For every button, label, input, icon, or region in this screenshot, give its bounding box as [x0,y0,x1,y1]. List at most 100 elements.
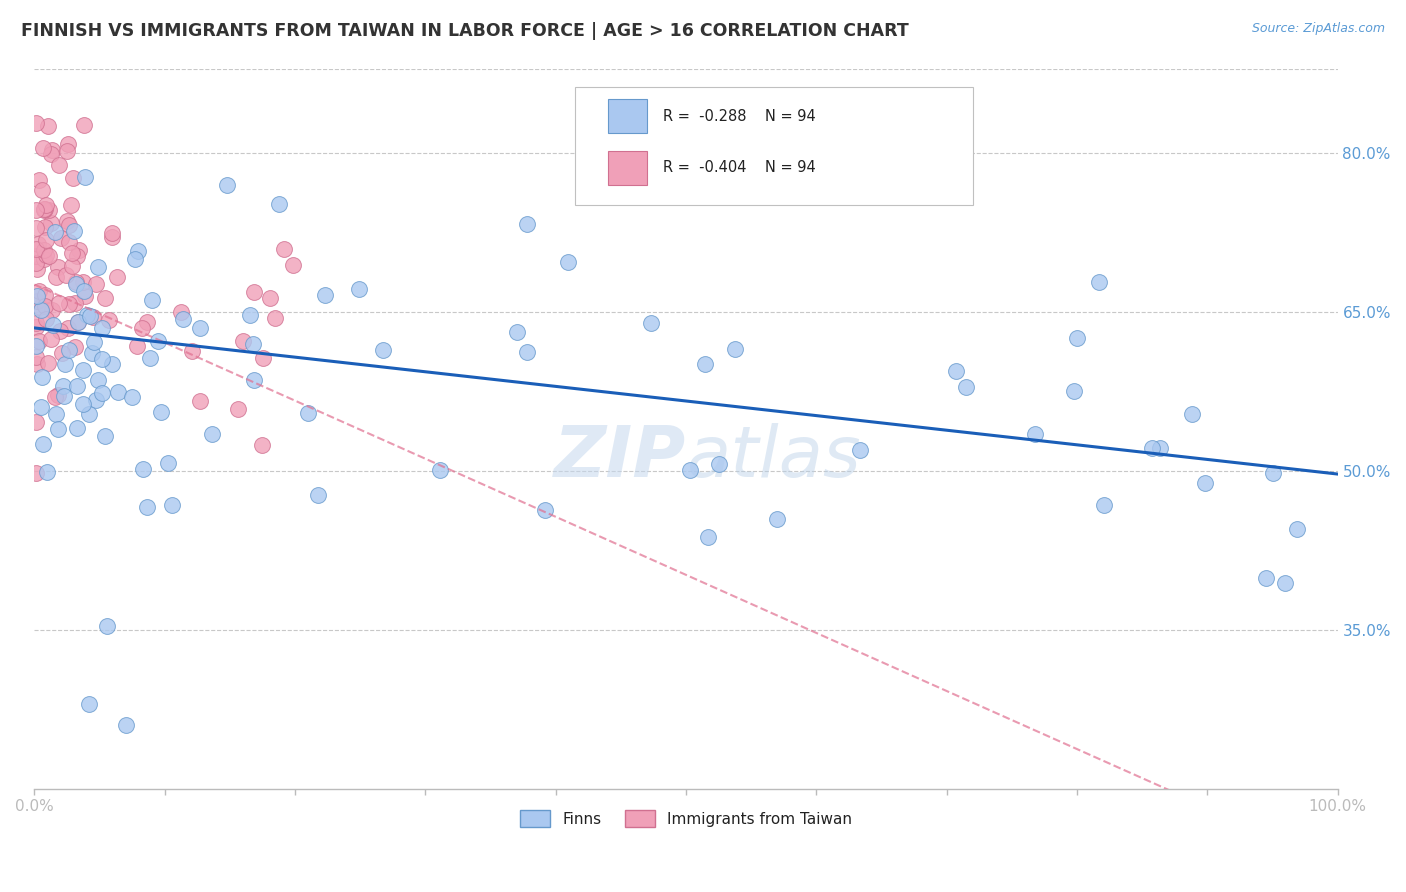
Point [66,249,89,263]
Point [259,292,281,306]
Point [101,357,124,371]
Point [24,466,46,480]
Point [1024,427,1046,442]
Point [65,277,87,291]
Point [1092,498,1115,512]
Point [226,402,249,417]
Point [516,217,538,231]
Point [127,244,149,259]
FancyBboxPatch shape [575,87,973,205]
Text: R =  -0.404    N = 94: R = -0.404 N = 94 [662,161,815,176]
Point [24,319,46,334]
Point [135,315,157,329]
Point [39,216,62,230]
Point [58,235,80,249]
Point [72,397,94,411]
Point [58,321,80,335]
Point [51,231,73,245]
Point [28,334,51,348]
Point [45,269,67,284]
Point [52,379,75,393]
Point [65,296,87,310]
Point [239,308,262,322]
Text: FINNISH VS IMMIGRANTS FROM TAIWAN IN LABOR FORCE | AGE > 16 CORRELATION CHART: FINNISH VS IMMIGRANTS FROM TAIWAN IN LAB… [21,22,908,40]
Point [28,173,51,187]
Point [44,390,66,404]
Point [34,202,56,216]
Point [41,318,63,333]
Point [38,249,60,263]
Point [696,530,718,544]
Point [65,421,87,435]
Point [162,498,184,512]
Point [35,198,58,212]
Point [506,325,529,339]
Legend: Finns, Immigrants from Taiwan: Finns, Immigrants from Taiwan [512,802,860,835]
Point [75,289,97,303]
Point [60,197,83,211]
Point [41,144,63,158]
Point [56,145,79,159]
Point [58,219,80,233]
Point [63,340,86,354]
Point [38,202,60,217]
Point [242,373,264,387]
Point [534,502,557,516]
Point [41,146,63,161]
Point [46,422,69,436]
Point [80,346,103,360]
Point [35,248,58,262]
Point [25,316,48,330]
Point [1256,571,1278,585]
Point [131,320,153,334]
Point [31,183,53,197]
Point [32,437,55,451]
Point [30,303,52,318]
Point [72,275,94,289]
Point [115,718,138,732]
Point [252,351,274,365]
Point [766,511,789,525]
Point [297,406,319,420]
Point [141,293,163,308]
Point [132,462,155,476]
Point [27,262,49,277]
Point [264,310,287,325]
Point [72,363,94,377]
Point [347,282,370,296]
Point [640,316,662,330]
Point [66,379,89,393]
Point [242,285,264,299]
Point [56,214,79,228]
Point [679,463,702,477]
Point [55,268,77,283]
Point [91,351,114,366]
Point [1263,466,1285,480]
Point [172,312,194,326]
Point [24,248,46,262]
Point [181,343,204,358]
Point [44,225,66,239]
Point [48,158,70,172]
Point [37,465,59,479]
Point [73,284,96,298]
Point [34,243,56,257]
Point [1285,523,1308,537]
Point [49,324,72,338]
Point [1149,441,1171,455]
Point [849,442,872,457]
Point [48,296,70,310]
Point [34,299,56,313]
Point [32,141,55,155]
Point [39,332,62,346]
Point [188,394,211,409]
Point [32,202,55,217]
Point [242,337,264,351]
Point [48,388,70,402]
Point [24,221,46,235]
Point [82,310,104,324]
Point [35,234,58,248]
Point [94,429,117,443]
Point [28,300,51,314]
Point [45,407,67,421]
